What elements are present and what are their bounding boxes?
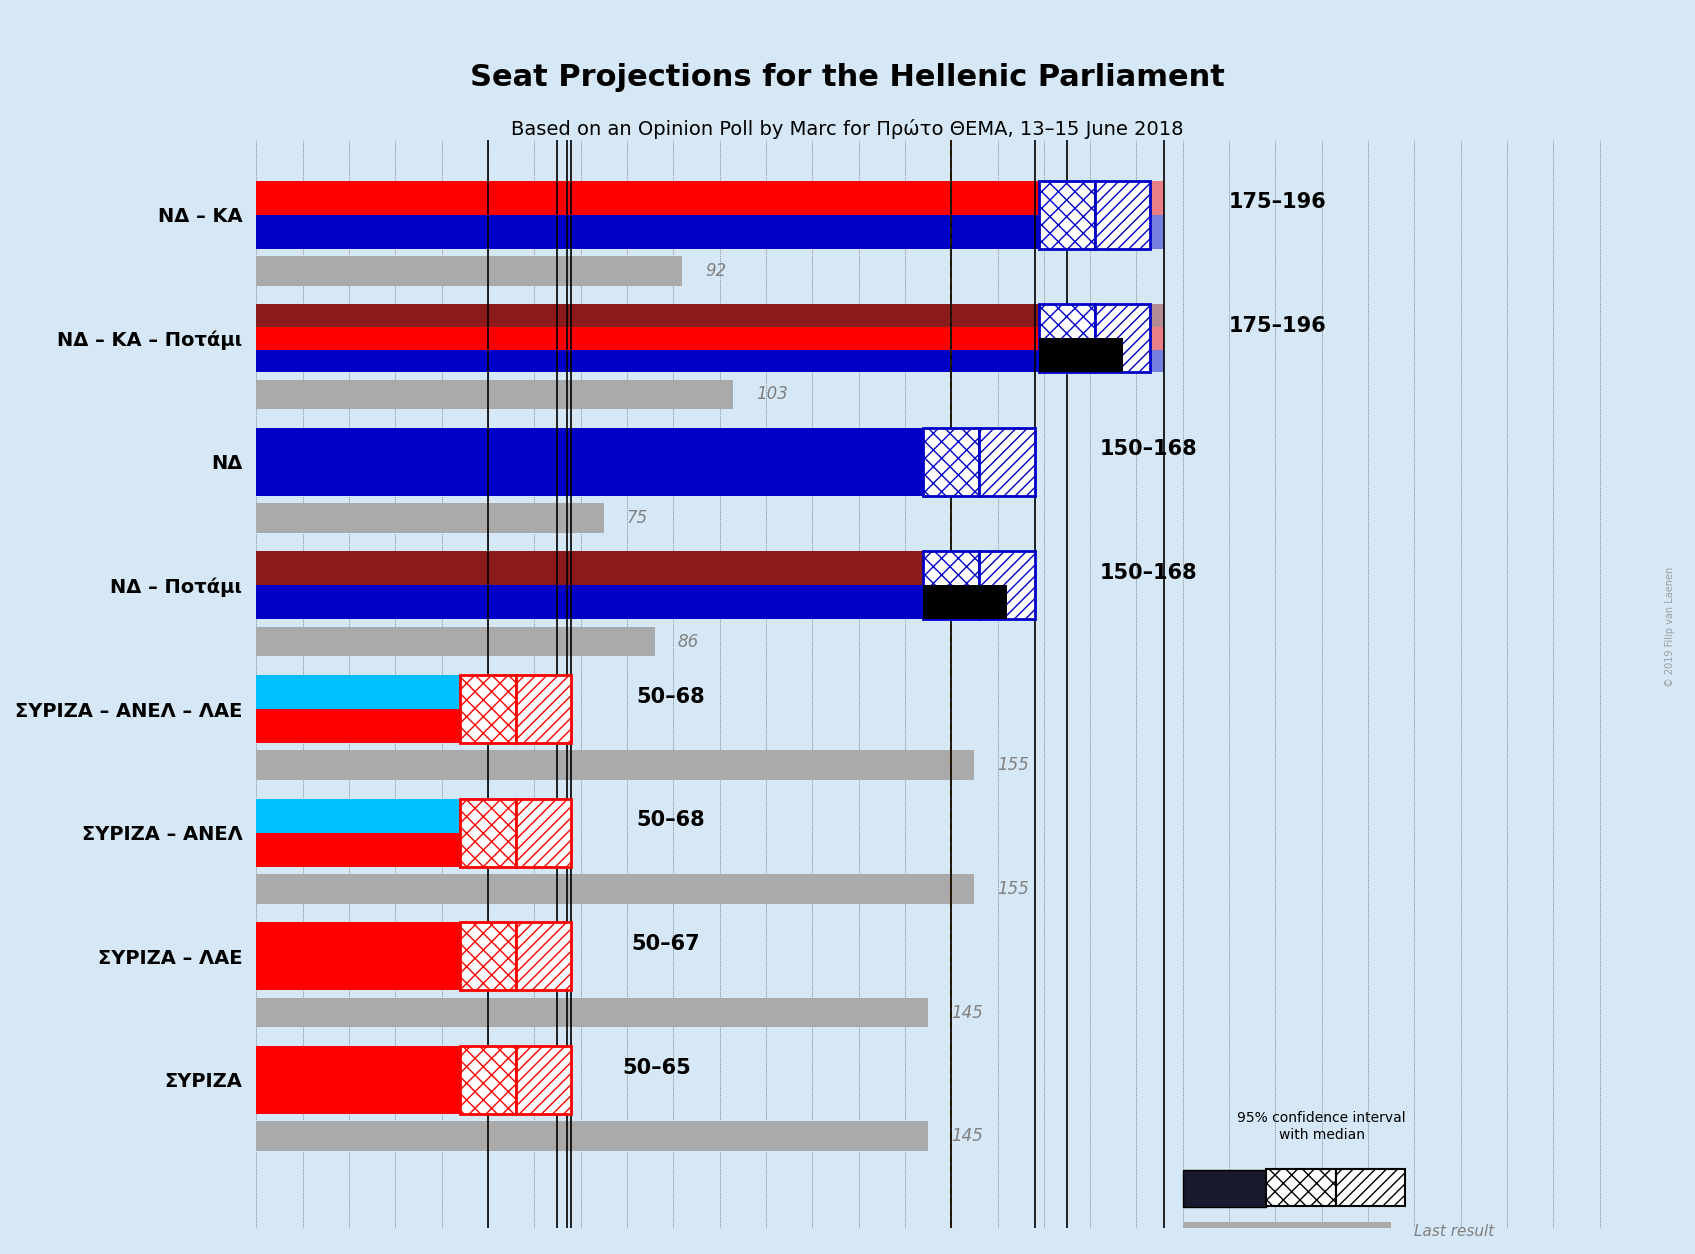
Bar xyxy=(1336,1169,1405,1206)
Bar xyxy=(256,922,488,991)
Bar xyxy=(256,214,1066,248)
Bar xyxy=(1066,214,1164,248)
Bar xyxy=(256,181,1066,214)
Text: 150–168: 150–168 xyxy=(1100,563,1197,583)
Bar xyxy=(256,380,734,409)
Text: 145: 145 xyxy=(951,1003,983,1022)
Bar xyxy=(256,586,951,619)
Bar xyxy=(256,1046,488,1114)
Bar xyxy=(256,750,975,780)
Text: 175–196: 175–196 xyxy=(1229,316,1327,336)
Bar xyxy=(488,709,571,744)
Bar xyxy=(924,428,980,495)
Bar xyxy=(256,428,951,495)
Text: 50–68: 50–68 xyxy=(636,687,705,707)
Bar xyxy=(256,256,683,286)
Bar xyxy=(1039,339,1122,372)
Bar xyxy=(488,1046,558,1114)
Bar xyxy=(515,1046,571,1114)
Bar xyxy=(256,998,929,1027)
Text: 145: 145 xyxy=(951,1127,983,1145)
Bar xyxy=(459,922,515,991)
Text: 50–65: 50–65 xyxy=(622,1057,692,1077)
Bar xyxy=(1066,327,1164,350)
Text: Seat Projections for the Hellenic Parliament: Seat Projections for the Hellenic Parlia… xyxy=(470,63,1225,92)
Bar xyxy=(256,503,603,533)
Text: 92: 92 xyxy=(705,262,727,280)
Bar xyxy=(256,675,488,709)
Bar xyxy=(256,874,975,904)
Text: 155: 155 xyxy=(998,756,1029,774)
Bar xyxy=(515,675,571,744)
Text: 155: 155 xyxy=(998,880,1029,898)
Bar xyxy=(488,799,571,833)
Bar xyxy=(256,709,488,744)
Bar xyxy=(1039,305,1095,372)
Bar xyxy=(256,799,488,833)
Bar xyxy=(459,799,515,867)
Text: 50–67: 50–67 xyxy=(632,934,700,954)
Bar xyxy=(256,833,488,867)
Bar xyxy=(256,627,654,657)
Text: © 2019 Filip van Laenen: © 2019 Filip van Laenen xyxy=(1664,567,1675,687)
Bar xyxy=(1039,181,1095,248)
Text: Based on an Opinion Poll by Marc for Πρώτο ΘΕΜΑ, 13–15 June 2018: Based on an Opinion Poll by Marc for Πρώ… xyxy=(512,119,1183,139)
Bar xyxy=(1183,1223,1392,1240)
Bar xyxy=(951,586,1034,619)
Bar xyxy=(488,922,566,991)
Bar xyxy=(951,552,1034,586)
Bar xyxy=(1266,1169,1336,1206)
Bar xyxy=(515,799,571,867)
Bar xyxy=(256,1121,929,1151)
Bar xyxy=(1095,181,1151,248)
Text: 150–168: 150–168 xyxy=(1100,439,1197,459)
Bar xyxy=(256,305,1066,327)
Bar xyxy=(256,350,1066,372)
Bar xyxy=(488,675,571,709)
Text: 86: 86 xyxy=(678,633,698,651)
Text: 103: 103 xyxy=(756,385,788,404)
Bar xyxy=(980,552,1034,619)
Bar xyxy=(980,428,1034,495)
Text: 75: 75 xyxy=(627,509,647,527)
Bar xyxy=(1095,305,1151,372)
Bar xyxy=(256,327,1066,350)
Bar xyxy=(1183,1170,1266,1208)
Bar xyxy=(1066,350,1164,372)
Bar xyxy=(488,833,571,867)
Text: Last result: Last result xyxy=(1414,1224,1495,1239)
Bar xyxy=(459,1046,515,1114)
Bar xyxy=(459,675,515,744)
Bar xyxy=(256,552,951,586)
Text: 175–196: 175–196 xyxy=(1229,192,1327,212)
Bar xyxy=(1066,181,1164,214)
Bar xyxy=(924,586,1007,619)
Text: 50–68: 50–68 xyxy=(636,810,705,830)
Bar xyxy=(1066,305,1164,327)
Bar xyxy=(924,552,980,619)
Bar xyxy=(515,922,571,991)
Text: 95% confidence interval
with median: 95% confidence interval with median xyxy=(1237,1111,1407,1141)
Bar xyxy=(951,428,1034,495)
